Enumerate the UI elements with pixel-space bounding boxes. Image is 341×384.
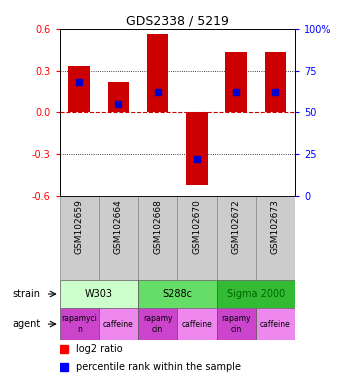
Bar <box>147 35 168 113</box>
Text: GSM102659: GSM102659 <box>75 199 84 254</box>
Bar <box>177 308 217 340</box>
Bar <box>138 280 217 308</box>
Title: GDS2338 / 5219: GDS2338 / 5219 <box>126 15 229 28</box>
Text: GSM102664: GSM102664 <box>114 199 123 254</box>
Bar <box>186 113 208 185</box>
Text: agent: agent <box>13 319 41 329</box>
Text: strain: strain <box>13 289 41 299</box>
Bar <box>217 280 295 308</box>
Text: GSM102672: GSM102672 <box>232 199 241 254</box>
Text: log2 ratio: log2 ratio <box>76 344 123 354</box>
Bar <box>256 196 295 280</box>
Bar <box>217 196 256 280</box>
Text: percentile rank within the sample: percentile rank within the sample <box>76 362 241 372</box>
Text: GSM102668: GSM102668 <box>153 199 162 254</box>
Bar <box>265 53 286 113</box>
Text: GSM102670: GSM102670 <box>192 199 202 254</box>
Bar <box>138 308 177 340</box>
Text: caffeine: caffeine <box>103 319 134 329</box>
Text: Sigma 2000: Sigma 2000 <box>227 289 285 299</box>
Bar <box>217 308 256 340</box>
Text: rapamyci
n: rapamyci n <box>61 314 97 334</box>
Bar <box>69 66 90 113</box>
Text: rapamy
cin: rapamy cin <box>143 314 173 334</box>
Bar <box>256 308 295 340</box>
Bar <box>177 196 217 280</box>
Text: W303: W303 <box>85 289 113 299</box>
Text: caffeine: caffeine <box>181 319 212 329</box>
Bar <box>60 196 99 280</box>
Text: rapamy
cin: rapamy cin <box>221 314 251 334</box>
Bar <box>99 308 138 340</box>
Bar <box>108 82 129 113</box>
Text: caffeine: caffeine <box>260 319 291 329</box>
Bar <box>60 280 138 308</box>
Bar <box>60 308 99 340</box>
Text: GSM102673: GSM102673 <box>271 199 280 254</box>
Bar <box>225 53 247 113</box>
Bar <box>99 196 138 280</box>
Bar <box>138 196 177 280</box>
Text: S288c: S288c <box>162 289 192 299</box>
